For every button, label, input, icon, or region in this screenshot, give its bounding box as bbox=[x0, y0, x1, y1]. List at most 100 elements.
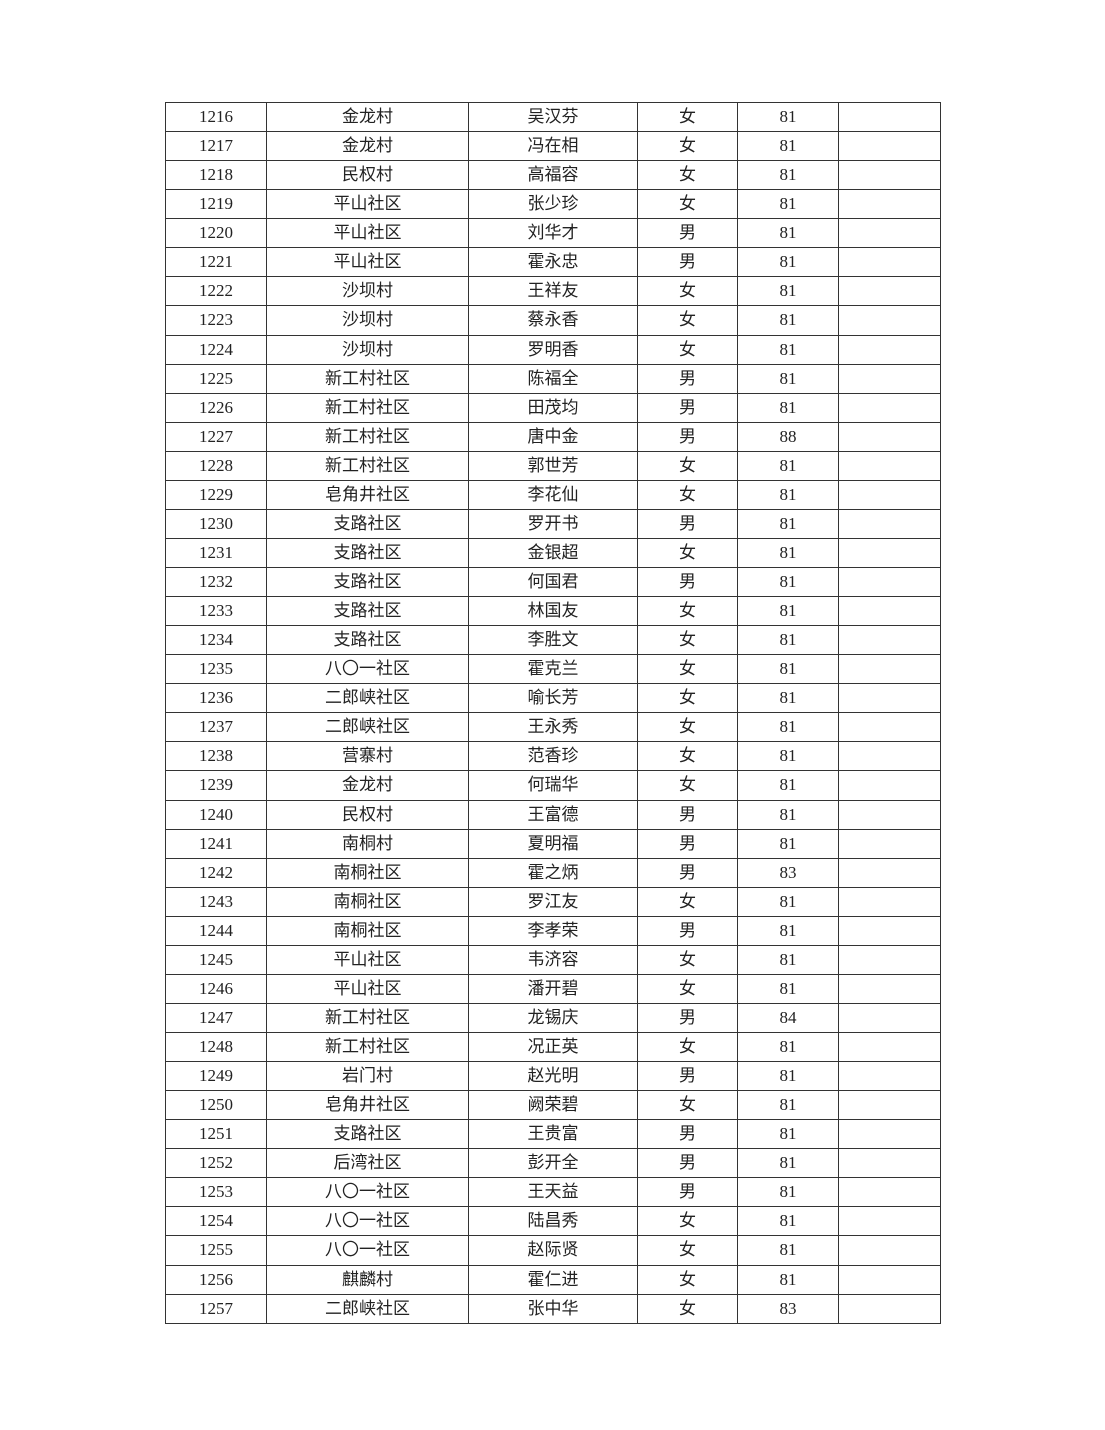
cell-age: 88 bbox=[737, 421, 839, 452]
cell-village: 新工村社区 bbox=[266, 392, 469, 423]
cell-age: 81 bbox=[737, 1206, 839, 1237]
cell-remark bbox=[838, 392, 941, 423]
cell-remark bbox=[838, 1293, 941, 1324]
cell-gender: 男 bbox=[637, 1119, 738, 1150]
cell-age: 81 bbox=[737, 770, 839, 801]
table-row: 1247 新工村社区 龙锡庆男 84 bbox=[165, 1002, 941, 1034]
cell-name: 赵际贤 bbox=[468, 1235, 638, 1266]
cell-village: 新工村社区 bbox=[266, 450, 469, 481]
cell-age: 81 bbox=[737, 189, 839, 220]
table-row: 1252 后湾社区 彭开全男 81 bbox=[165, 1148, 941, 1179]
cell-age: 81 bbox=[737, 566, 839, 598]
cell-age: 81 bbox=[737, 218, 839, 249]
cell-gender: 女 bbox=[637, 160, 738, 191]
cell-number: 1243 bbox=[165, 886, 267, 917]
cell-name: 田茂均 bbox=[468, 392, 638, 423]
cell-remark bbox=[838, 1061, 941, 1092]
cell-village: 麒麟村 bbox=[266, 1264, 469, 1295]
cell-age: 81 bbox=[737, 654, 839, 685]
cell-number: 1246 bbox=[165, 973, 267, 1004]
cell-remark bbox=[838, 1206, 941, 1237]
cell-village: 支路社区 bbox=[266, 566, 469, 598]
cell-gender: 女 bbox=[637, 683, 738, 714]
cell-gender: 女 bbox=[637, 479, 738, 510]
table-row: 1239 金龙村 何瑞华女 81 bbox=[165, 770, 941, 801]
cell-name: 林国友 bbox=[468, 596, 638, 627]
cell-number: 1241 bbox=[165, 828, 267, 859]
table-row: 1224 沙坝村 罗明香女 81 bbox=[165, 334, 941, 365]
cell-village: 民权村 bbox=[266, 799, 469, 830]
cell-village: 八〇一社区 bbox=[266, 1206, 469, 1237]
cell-village: 二郎峡社区 bbox=[266, 683, 469, 714]
cell-number: 1233 bbox=[165, 596, 267, 627]
cell-village: 营寨村 bbox=[266, 741, 469, 772]
table-row: 1223 沙坝村 蔡永香女 81 bbox=[165, 305, 941, 336]
cell-age: 81 bbox=[737, 1177, 839, 1208]
cell-remark bbox=[838, 479, 941, 510]
cell-remark bbox=[838, 566, 941, 598]
cell-age: 81 bbox=[737, 276, 839, 307]
cell-village: 南桐社区 bbox=[266, 857, 469, 888]
cell-remark bbox=[838, 596, 941, 627]
cell-number: 1245 bbox=[165, 944, 267, 975]
cell-age: 81 bbox=[737, 712, 839, 743]
cell-village: 新工村社区 bbox=[266, 1002, 469, 1034]
table-row: 1219 平山社区 张少珍女 81 bbox=[165, 189, 941, 220]
cell-gender: 女 bbox=[637, 276, 738, 307]
cell-age: 81 bbox=[737, 799, 839, 830]
cell-remark bbox=[838, 450, 941, 481]
cell-age: 81 bbox=[737, 247, 839, 278]
cell-age: 81 bbox=[737, 160, 839, 191]
cell-age: 81 bbox=[737, 131, 839, 162]
cell-name: 李孝荣 bbox=[468, 915, 638, 946]
cell-remark bbox=[838, 973, 941, 1004]
cell-number: 1222 bbox=[165, 276, 267, 307]
cell-name: 龙锡庆 bbox=[468, 1002, 638, 1034]
cell-name: 李花仙 bbox=[468, 479, 638, 510]
cell-number: 1248 bbox=[165, 1031, 267, 1063]
table-row: 1216 金龙村 吴汉芬女 81 bbox=[165, 101, 941, 133]
cell-village: 南桐社区 bbox=[266, 886, 469, 917]
cell-gender: 女 bbox=[637, 886, 738, 917]
cell-remark bbox=[838, 915, 941, 946]
cell-gender: 男 bbox=[637, 421, 738, 452]
table-row: 1235 八〇一社区 霍克兰女 81 bbox=[165, 654, 941, 685]
cell-name: 潘开碧 bbox=[468, 973, 638, 1004]
cell-age: 81 bbox=[737, 973, 839, 1004]
cell-number: 1249 bbox=[165, 1061, 267, 1092]
cell-name: 王祥友 bbox=[468, 276, 638, 307]
cell-number: 1227 bbox=[165, 421, 267, 452]
cell-number: 1251 bbox=[165, 1119, 267, 1150]
cell-name: 金银超 bbox=[468, 537, 638, 569]
cell-name: 霍永忠 bbox=[468, 247, 638, 278]
cell-village: 支路社区 bbox=[266, 537, 469, 569]
cell-gender: 女 bbox=[637, 1293, 738, 1324]
cell-name: 彭开全 bbox=[468, 1148, 638, 1179]
table-row: 1251 支路社区 王贵富男 81 bbox=[165, 1119, 941, 1150]
cell-remark bbox=[838, 1090, 941, 1121]
cell-gender: 女 bbox=[637, 334, 738, 365]
cell-remark bbox=[838, 305, 941, 336]
cell-village: 沙坝村 bbox=[266, 305, 469, 336]
cell-gender: 男 bbox=[637, 915, 738, 946]
cell-age: 81 bbox=[737, 1031, 839, 1063]
cell-village: 沙坝村 bbox=[266, 334, 469, 365]
cell-number: 1221 bbox=[165, 247, 267, 278]
table-row: 1226 新工村社区 田茂均男 81 bbox=[165, 392, 941, 423]
cell-village: 新工村社区 bbox=[266, 363, 469, 394]
cell-name: 霍克兰 bbox=[468, 654, 638, 685]
cell-remark bbox=[838, 276, 941, 307]
cell-village: 金龙村 bbox=[266, 101, 469, 133]
cell-remark bbox=[838, 944, 941, 975]
cell-number: 1226 bbox=[165, 392, 267, 423]
cell-name: 喻长芳 bbox=[468, 683, 638, 714]
cell-village: 皂角井社区 bbox=[266, 479, 469, 510]
table-row: 1243 南桐社区 罗江友女 81 bbox=[165, 886, 941, 917]
cell-gender: 男 bbox=[637, 828, 738, 859]
cell-gender: 女 bbox=[637, 770, 738, 801]
records-table: 1216 金龙村 吴汉芬女 81 1217 金龙村 冯在相女 81 1218 民权村 高福容女 81 1… bbox=[165, 101, 941, 1324]
cell-number: 1220 bbox=[165, 218, 267, 249]
cell-remark bbox=[838, 247, 941, 278]
cell-number: 1242 bbox=[165, 857, 267, 888]
cell-remark bbox=[838, 857, 941, 888]
